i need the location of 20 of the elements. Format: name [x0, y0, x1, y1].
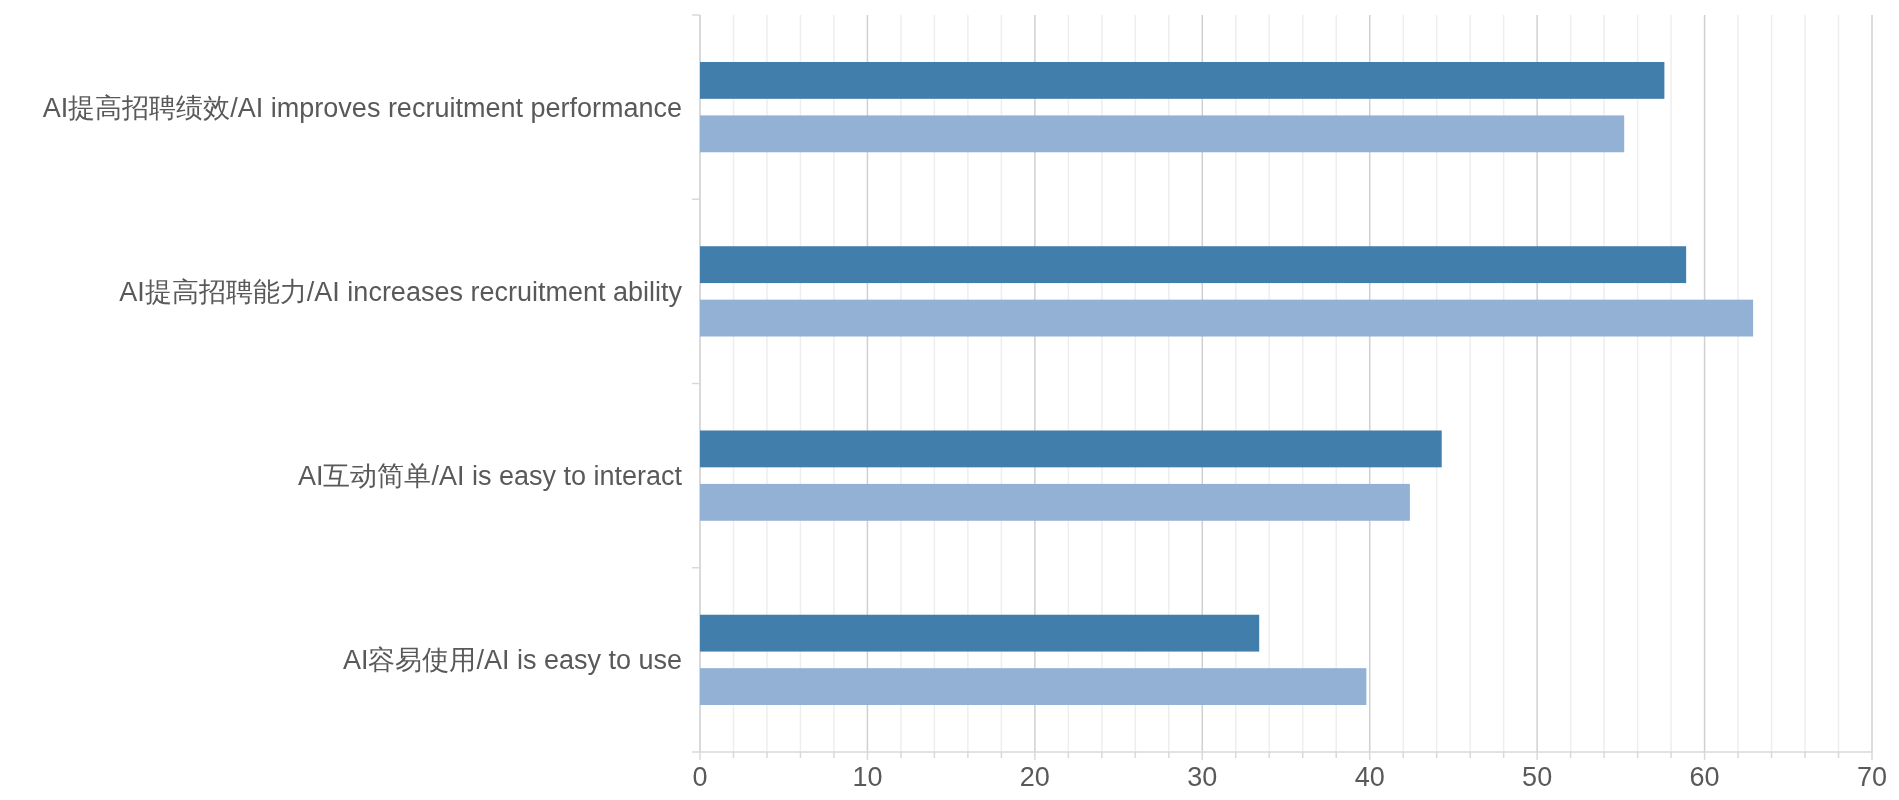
bar	[700, 299, 1754, 337]
y-tick-label: AI互动简单/AI is easy to interact	[297, 461, 683, 492]
x-tick-label: 0	[692, 762, 708, 792]
y-tick-label: AI提高招聘绩效/AI improves recruitment performance	[42, 92, 682, 123]
x-tick-label: 50	[1522, 762, 1553, 792]
bar	[700, 246, 1687, 284]
bar	[700, 668, 1367, 706]
y-tick-label: AI容易使用/AI is easy to use	[342, 645, 682, 676]
x-tick-label: 60	[1689, 762, 1720, 792]
bar	[700, 61, 1665, 99]
bar	[700, 483, 1410, 521]
bar	[700, 430, 1442, 468]
x-tick-label: 20	[1019, 762, 1050, 792]
bar	[700, 115, 1625, 153]
bar	[700, 614, 1260, 652]
x-tick-label: 40	[1354, 762, 1385, 792]
y-tick-label: AI提高招聘能力/AI increases recruitment ability	[119, 276, 683, 307]
x-tick-label: 10	[852, 762, 883, 792]
x-tick-label: 30	[1187, 762, 1218, 792]
x-tick-label: 70	[1856, 762, 1888, 792]
